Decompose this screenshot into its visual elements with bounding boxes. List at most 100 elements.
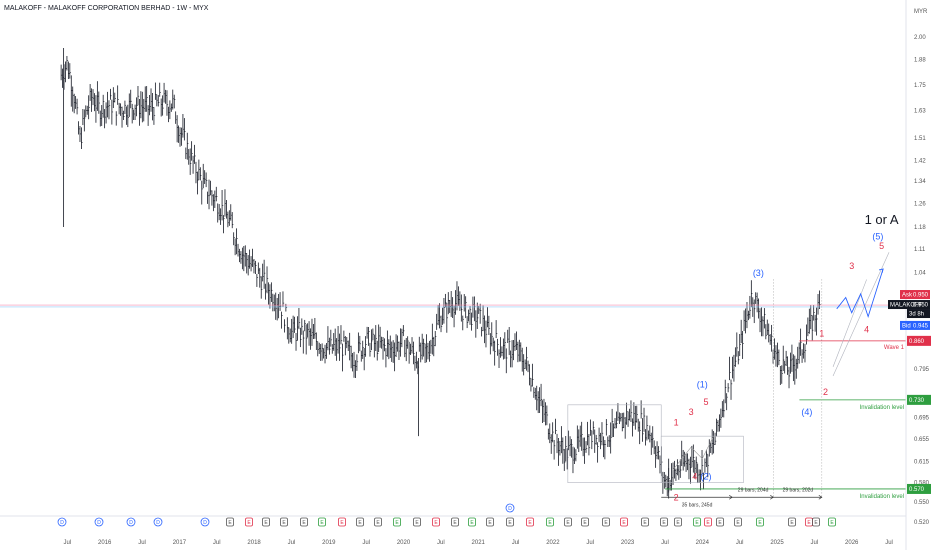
dividend-marker xyxy=(153,517,163,527)
x-tick-label: Jul xyxy=(64,540,72,546)
event-letter: E xyxy=(695,520,699,526)
earnings-marker xyxy=(245,517,253,527)
earnings-marker xyxy=(734,517,742,527)
y-tick-label: 0.580 xyxy=(914,481,930,487)
event-letter: E xyxy=(358,520,362,526)
projection-arrowhead xyxy=(878,268,884,274)
x-tick-label: Jul xyxy=(512,540,520,546)
range-label-1: 35 bars, 245d xyxy=(682,502,713,508)
measure-arrowhead xyxy=(818,494,823,500)
earnings-marker xyxy=(486,517,494,527)
x-tick-label: Jul xyxy=(138,540,146,546)
y-tick-label: 1.11 xyxy=(914,247,926,253)
event-letter: E xyxy=(228,520,232,526)
wave1-tag-bg xyxy=(907,335,931,346)
symbol-tag: MALAKOFF xyxy=(890,303,923,309)
y-tick-label: 1.18 xyxy=(914,225,926,231)
x-tick-label: Jul xyxy=(362,540,370,546)
event-letter: E xyxy=(376,520,380,526)
event-letter: D xyxy=(97,520,101,526)
event-letter: E xyxy=(340,520,344,526)
y-tick-label: 0.615 xyxy=(914,460,930,466)
wave-label-red: 2 xyxy=(823,387,828,397)
event-letter: E xyxy=(548,520,552,526)
x-tick-label: 2025 xyxy=(770,540,784,546)
range-label-2: 29 bars, 204d xyxy=(738,487,769,493)
channel-line-2 xyxy=(832,279,867,368)
event-letter: E xyxy=(662,520,666,526)
ask-tag-value: 0.950 xyxy=(913,293,929,299)
event-letter: D xyxy=(203,520,207,526)
wave-label-red: 5 xyxy=(879,241,884,251)
invalidation-upper-label: Invalidation level xyxy=(860,405,904,411)
x-tick-label: 2023 xyxy=(621,540,635,546)
earnings-marker xyxy=(468,517,476,527)
event-letter: E xyxy=(643,520,647,526)
x-tick-label: Jul xyxy=(736,540,744,546)
event-letter: E xyxy=(790,520,794,526)
last-tag-bg xyxy=(888,300,930,310)
wave-label-red: 1 xyxy=(819,329,824,339)
drawings xyxy=(0,252,906,500)
y-tick-label: 1.51 xyxy=(914,136,926,142)
wave-label-red: 5 xyxy=(704,397,709,407)
countdown-bg xyxy=(907,309,930,319)
event-letter: E xyxy=(807,520,811,526)
event-letter: E xyxy=(488,520,492,526)
event-letter: E xyxy=(706,520,710,526)
dividend-marker xyxy=(57,517,67,527)
wave-label-black: 1 or A xyxy=(865,212,899,227)
channel-line-1 xyxy=(832,252,890,377)
event-letter: E xyxy=(676,520,680,526)
range-label-3: 29 bars, 202d xyxy=(783,487,814,493)
x-tick-label: Jul xyxy=(661,540,669,546)
x-tick-label: Jul xyxy=(586,540,594,546)
x-tick-label: Jul xyxy=(288,540,296,546)
invalid-lower-tag-bg xyxy=(907,483,931,494)
y-tick-label: 0.655 xyxy=(914,437,930,443)
countdown-text: 3d 8h xyxy=(909,312,924,318)
y-tick-label: 0.795 xyxy=(914,367,930,373)
x-tick-label: 2016 xyxy=(98,540,112,546)
event-letter: E xyxy=(736,520,740,526)
y-tick-label: 1.34 xyxy=(914,179,926,185)
earnings-marker xyxy=(716,517,724,527)
event-letter: E xyxy=(758,520,762,526)
earnings-marker xyxy=(674,517,682,527)
earnings-marker xyxy=(300,517,308,527)
chart-title: MALAKOFF - MALAKOFF CORPORATION BERHAD -… xyxy=(4,5,209,12)
dividend-marker xyxy=(200,517,210,527)
y-tick-label: 0.550 xyxy=(914,500,930,506)
event-letter: E xyxy=(470,520,474,526)
y-tick-label: 1.75 xyxy=(914,83,926,89)
x-tick-label: 2017 xyxy=(173,540,187,546)
wave1-tag: 0.860 xyxy=(909,339,925,345)
earnings-marker xyxy=(546,517,554,527)
range-box-2 xyxy=(660,435,744,483)
earnings-marker xyxy=(812,517,820,527)
earnings-marker xyxy=(526,517,534,527)
x-tick-label: 2018 xyxy=(247,540,261,546)
x-tick-label: Jul xyxy=(437,540,445,546)
earnings-marker xyxy=(641,517,649,527)
event-letter: E xyxy=(622,520,626,526)
wave-label-red: 1 xyxy=(674,417,679,427)
earnings-marker xyxy=(564,517,572,527)
event-letter: E xyxy=(508,520,512,526)
earnings-marker xyxy=(788,517,796,527)
invalid-lower-tag: 0.570 xyxy=(909,487,925,493)
ask-tag-label: Ask xyxy=(902,293,913,299)
ohlc-bars xyxy=(60,47,821,499)
event-letter: E xyxy=(264,520,268,526)
earnings-marker xyxy=(506,517,514,527)
event-letter: D xyxy=(508,506,512,512)
wave-label-red: 3 xyxy=(689,407,694,417)
earnings-marker xyxy=(828,517,836,527)
x-tick-label: 2021 xyxy=(472,540,486,546)
earnings-marker xyxy=(602,517,610,527)
earnings-marker xyxy=(262,517,270,527)
dividend-marker xyxy=(94,517,104,527)
